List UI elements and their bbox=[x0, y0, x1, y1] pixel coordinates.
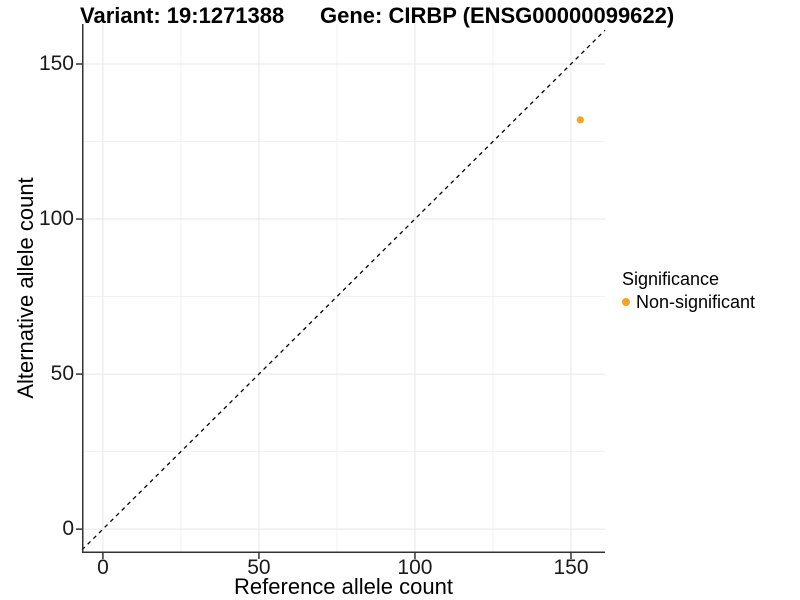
y-tick-label: 150 bbox=[38, 52, 74, 75]
x-tick-label: 50 bbox=[247, 556, 271, 579]
y-axis-title: Alternative allele count bbox=[13, 177, 38, 399]
plot-canvas bbox=[76, 24, 606, 559]
plot-panel bbox=[76, 24, 606, 559]
y-tick-label: 0 bbox=[62, 517, 74, 541]
x-axis-title: Reference allele count bbox=[234, 574, 453, 599]
legend-title: Significance bbox=[622, 269, 720, 289]
legend-point-icon bbox=[622, 298, 630, 306]
legend-item-label: Non-significant bbox=[636, 292, 756, 312]
x-tick-label: 0 bbox=[97, 556, 109, 579]
y-tick-label: 50 bbox=[50, 362, 74, 386]
plot-title-variant: Variant: 19:1271388 bbox=[80, 3, 285, 28]
legend-item-non-significant: Non-significant bbox=[622, 291, 755, 313]
plot-title-gene: Gene: CIRBP (ENSG00000099622) bbox=[320, 3, 675, 28]
y-tick-label: 100 bbox=[38, 207, 74, 231]
legend: Significance Non-significant bbox=[622, 268, 755, 313]
x-tick-label: 150 bbox=[553, 556, 589, 579]
x-tick-label: 100 bbox=[397, 556, 433, 579]
data-point bbox=[576, 116, 584, 124]
identity-line bbox=[81, 29, 606, 551]
